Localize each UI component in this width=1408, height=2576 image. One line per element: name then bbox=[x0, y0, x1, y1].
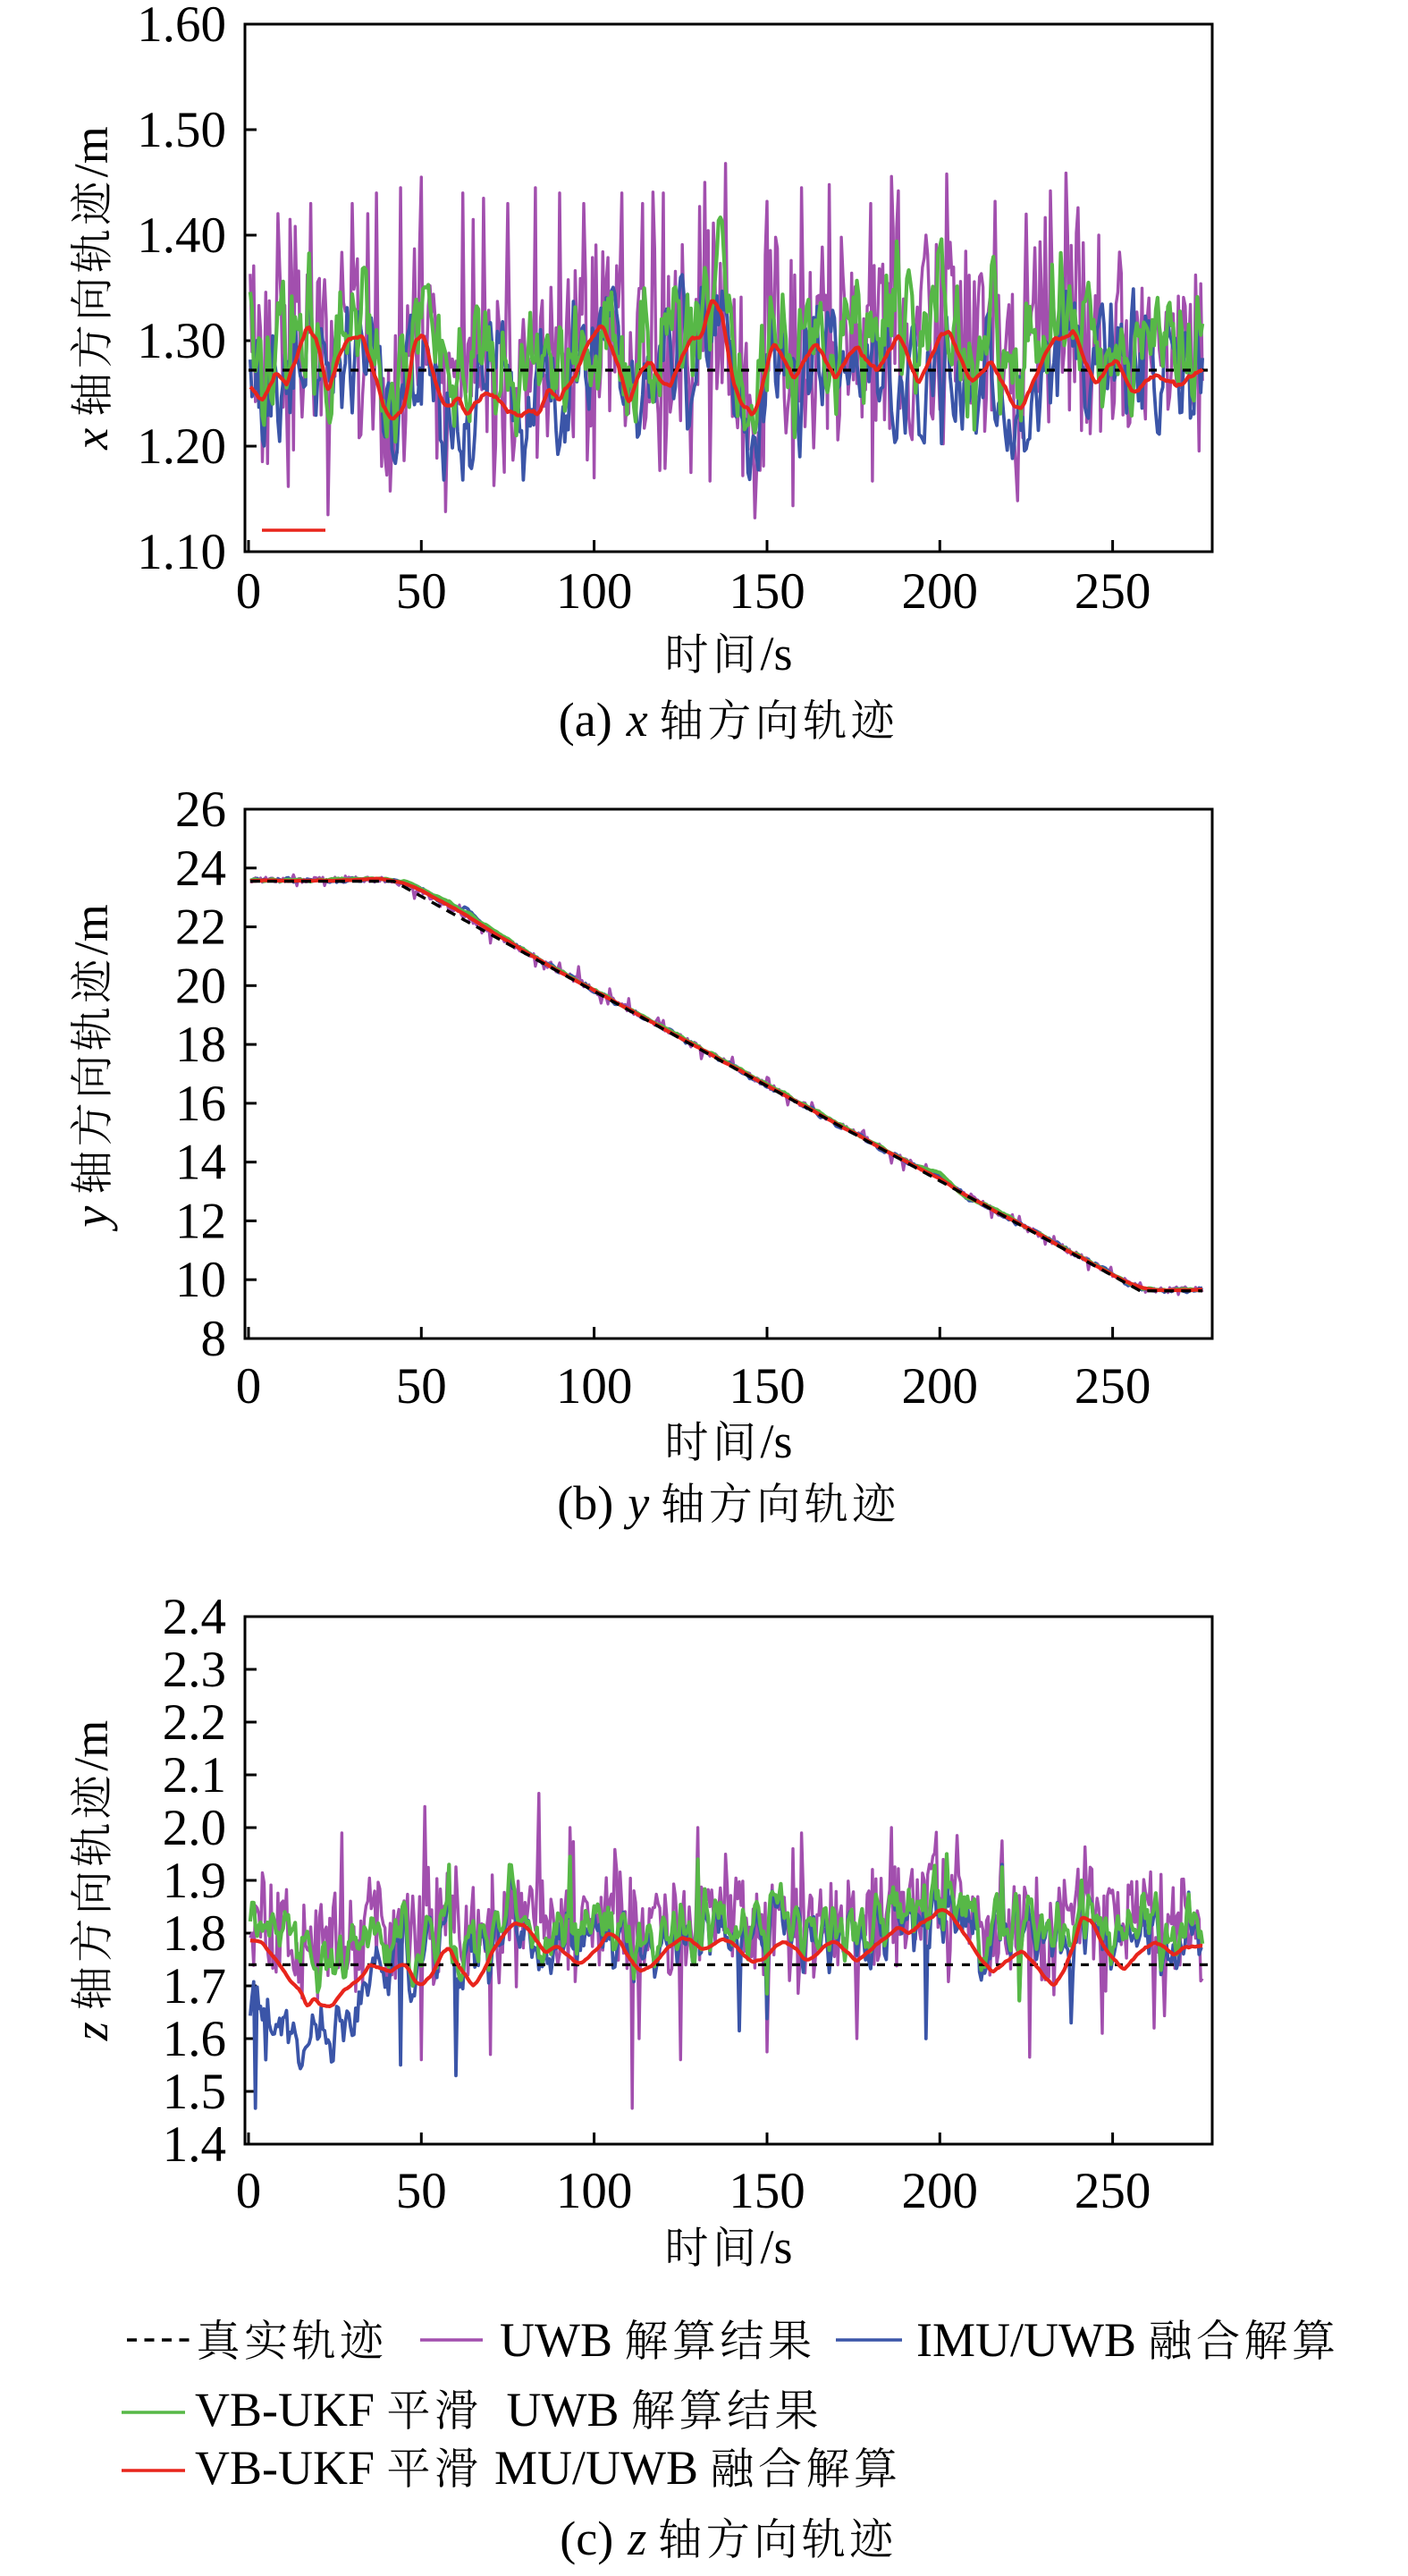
svg-text:/s: /s bbox=[761, 2220, 793, 2274]
svg-text:1.5: 1.5 bbox=[163, 2064, 226, 2120]
svg-text:250: 250 bbox=[1075, 1358, 1151, 1415]
svg-text:2.1: 2.1 bbox=[163, 1747, 226, 1803]
svg-text:0: 0 bbox=[236, 1358, 262, 1415]
svg-text:/m: /m bbox=[64, 126, 118, 177]
svg-text:/s: /s bbox=[761, 1415, 793, 1468]
svg-text:20: 20 bbox=[175, 958, 226, 1014]
svg-text:2.2: 2.2 bbox=[163, 1694, 226, 1751]
svg-text:22: 22 bbox=[175, 899, 226, 956]
svg-text:IMU/UWB: IMU/UWB bbox=[916, 2313, 1136, 2367]
svg-text:150: 150 bbox=[729, 563, 805, 620]
svg-text:/s: /s bbox=[761, 627, 793, 680]
svg-text:150: 150 bbox=[729, 2163, 805, 2219]
svg-text:200: 200 bbox=[902, 563, 979, 620]
svg-text:z: z bbox=[64, 2022, 118, 2041]
svg-text:x: x bbox=[626, 693, 648, 747]
svg-text:200: 200 bbox=[902, 1358, 979, 1415]
svg-text:100: 100 bbox=[556, 1358, 633, 1415]
svg-text:8: 8 bbox=[201, 1311, 227, 1367]
svg-text:1.4: 1.4 bbox=[163, 2116, 226, 2173]
svg-text:y: y bbox=[64, 1206, 118, 1232]
svg-text:VB-UKF: VB-UKF bbox=[195, 2383, 375, 2437]
svg-text:1.8: 1.8 bbox=[163, 1905, 226, 1962]
svg-text:1.6: 1.6 bbox=[163, 2011, 226, 2067]
svg-text:1.20: 1.20 bbox=[137, 418, 226, 475]
svg-text:24: 24 bbox=[175, 840, 226, 897]
svg-text:(b): (b) bbox=[557, 1476, 613, 1530]
svg-text:MU/UWB: MU/UWB bbox=[494, 2441, 698, 2495]
svg-text:1.50: 1.50 bbox=[137, 102, 226, 158]
svg-text:26: 26 bbox=[175, 781, 226, 838]
svg-text:100: 100 bbox=[556, 2163, 633, 2219]
svg-text:16: 16 bbox=[175, 1076, 226, 1132]
svg-text:x: x bbox=[64, 428, 118, 451]
svg-text:(c): (c) bbox=[560, 2512, 613, 2565]
svg-text:1.30: 1.30 bbox=[137, 313, 226, 369]
svg-text:y: y bbox=[623, 1476, 649, 1530]
svg-text:14: 14 bbox=[175, 1135, 226, 1191]
svg-text:UWB: UWB bbox=[507, 2383, 620, 2437]
svg-text:1.9: 1.9 bbox=[163, 1853, 226, 1909]
svg-text:(a): (a) bbox=[559, 693, 612, 747]
svg-text:50: 50 bbox=[396, 2163, 447, 2219]
svg-text:250: 250 bbox=[1075, 2163, 1151, 2219]
svg-text:/m: /m bbox=[64, 1720, 118, 1771]
svg-text:250: 250 bbox=[1075, 563, 1151, 620]
svg-text:2.4: 2.4 bbox=[163, 1589, 226, 1645]
svg-text:0: 0 bbox=[236, 2163, 262, 2219]
svg-text:2.3: 2.3 bbox=[163, 1642, 226, 1698]
svg-text:12: 12 bbox=[175, 1193, 226, 1249]
svg-text:1.40: 1.40 bbox=[137, 207, 226, 264]
svg-text:1.10: 1.10 bbox=[137, 524, 226, 580]
svg-text:2.0: 2.0 bbox=[163, 1800, 226, 1856]
svg-text:0: 0 bbox=[236, 563, 262, 620]
svg-text:50: 50 bbox=[396, 1358, 447, 1415]
svg-text:100: 100 bbox=[556, 563, 633, 620]
svg-text:10: 10 bbox=[175, 1252, 226, 1308]
svg-text:1.7: 1.7 bbox=[163, 1958, 226, 2014]
svg-text:18: 18 bbox=[175, 1017, 226, 1073]
svg-text:z: z bbox=[627, 2512, 646, 2565]
svg-text:200: 200 bbox=[902, 2163, 979, 2219]
svg-text:/m: /m bbox=[64, 904, 118, 955]
svg-text:VB-UKF: VB-UKF bbox=[195, 2441, 375, 2495]
svg-text:150: 150 bbox=[729, 1358, 805, 1415]
svg-text:UWB: UWB bbox=[500, 2313, 612, 2367]
svg-text:50: 50 bbox=[396, 563, 447, 620]
svg-text:1.60: 1.60 bbox=[137, 0, 226, 53]
